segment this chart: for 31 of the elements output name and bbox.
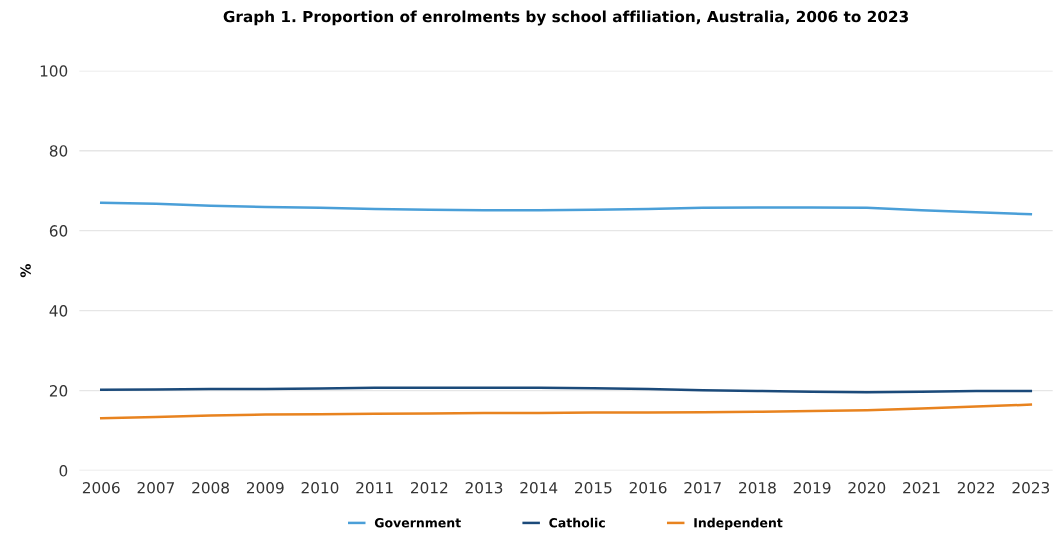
x-tick-label: 2023 [1012, 481, 1050, 494]
x-tick-label: 2019 [793, 481, 831, 494]
x-tick-label: 2018 [739, 481, 776, 494]
x-tick-label: 2011 [356, 481, 393, 494]
x-tick-label: 2013 [465, 481, 503, 494]
x-tick-label: 2021 [903, 481, 940, 494]
y-tick-label: 100 [40, 65, 68, 77]
y-tick-label: 60 [49, 225, 68, 237]
x-tick-label: 2012 [411, 481, 448, 494]
y-tick-label: 0 [59, 465, 68, 477]
x-tick-label: 2007 [137, 481, 175, 494]
x-tick-label: 2017 [684, 481, 721, 494]
x-tick-label: 2006 [82, 481, 120, 494]
y-tick-label: 20 [49, 385, 68, 397]
x-tick-label: 2015 [575, 481, 612, 494]
line-series [99, 201, 1033, 216]
x-tick-label: 2022 [957, 481, 995, 494]
legend-label: Independent [694, 517, 783, 530]
line-series [99, 403, 1033, 420]
legend-label: Government [374, 518, 461, 528]
chart-title: Graph 1. Proportion of enrolments by school affiliation, Australia, 2006 to 2023 [223, 10, 908, 26]
x-tick-label: 2008 [192, 481, 229, 494]
y-tick-label: 40 [49, 305, 68, 317]
x-tick-label: 2020 [848, 481, 886, 494]
y-tick-label: 80 [49, 145, 68, 157]
y-axis-title: % [20, 264, 31, 278]
x-tick-label: 2014 [520, 481, 558, 494]
legend-label: Catholic [549, 517, 605, 528]
x-tick-label: 2016 [629, 481, 667, 494]
x-tick-label: 2010 [301, 481, 339, 494]
x-tick-label: 2009 [246, 481, 284, 494]
